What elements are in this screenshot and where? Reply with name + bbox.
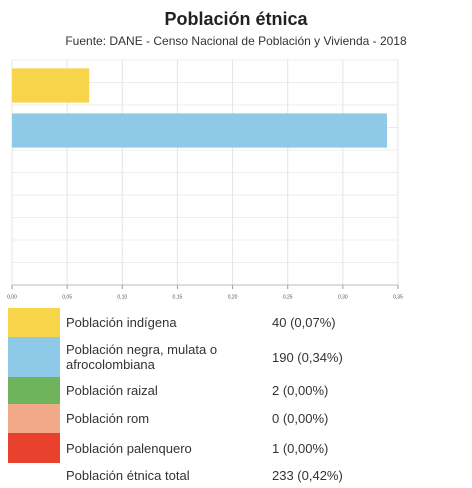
x-tick-label: 0,25 <box>283 294 293 300</box>
legend-row: Población indígena 40 (0,07%) <box>8 308 468 337</box>
x-tick-label: 0,00 <box>7 294 17 300</box>
chart-title: Población étnica <box>164 9 308 29</box>
bar <box>12 113 387 148</box>
chart: Población étnica Fuente: DANE - Censo Na… <box>7 9 407 300</box>
x-tick-label: 0,35 <box>393 294 403 300</box>
total-label: Población étnica total <box>66 468 190 483</box>
legend-total-row: Población étnica total 233 (0,42%) <box>8 463 468 488</box>
legend-swatch <box>8 404 60 433</box>
x-tick-label: 0,15 <box>173 294 183 300</box>
x-tick-label: 0,30 <box>338 294 348 300</box>
legend-row: Población raizal 2 (0,00%) <box>8 377 468 404</box>
x-tick-label: 0,05 <box>62 294 72 300</box>
legend-value: 190 (0,34%) <box>272 349 343 365</box>
legend-label: Población rom <box>66 411 150 426</box>
legend-spacer <box>8 463 60 488</box>
x-tick-label: 0,10 <box>117 294 127 300</box>
legend-row: Población rom 0 (0,00%) <box>8 404 468 433</box>
legend-label: Población raizal <box>66 383 158 398</box>
bar <box>12 68 90 103</box>
legend-label: Población palenquero <box>66 440 192 456</box>
legend-swatch <box>8 337 60 377</box>
legend-swatch <box>8 433 60 463</box>
total-value: 233 (0,42%) <box>272 468 343 483</box>
x-tick-label: 0,20 <box>228 294 238 300</box>
legend-row: Población palenquero 1 (0,00%) <box>8 433 468 463</box>
legend-swatch <box>8 308 60 337</box>
legend-label: Población negra, mulata o afrocolombiana <box>66 342 218 372</box>
legend-label: Población indígena <box>66 315 177 330</box>
legend-value: 40 (0,07%) <box>272 315 336 330</box>
chart-subtitle: Fuente: DANE - Censo Nacional de Poblaci… <box>65 34 407 48</box>
legend-value: 1 (0,00%) <box>272 440 329 456</box>
legend-swatch <box>8 377 60 404</box>
legend-value: 0 (0,00%) <box>272 411 329 426</box>
legend-value: 2 (0,00%) <box>272 383 329 398</box>
legend-row: Población negra, mulata o afrocolombiana… <box>8 337 468 377</box>
